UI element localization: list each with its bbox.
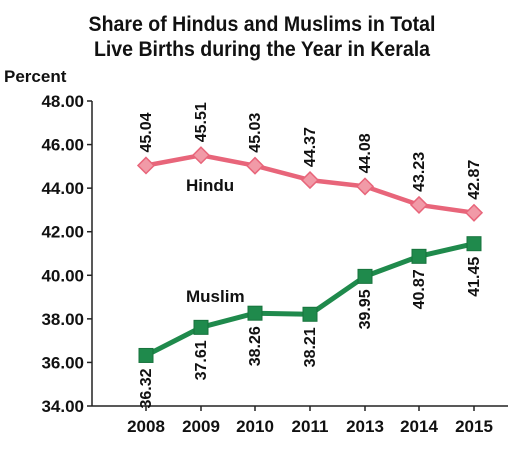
hindu-data-label: 44.08 bbox=[357, 133, 374, 173]
x-tick-label: 2011 bbox=[292, 417, 329, 436]
hindu-data-point bbox=[409, 195, 429, 214]
muslim-data-label: 39.95 bbox=[357, 289, 374, 329]
x-tick-label: 2014 bbox=[400, 417, 438, 436]
y-tick-label: 42.00 bbox=[41, 223, 84, 242]
muslim-data-point bbox=[138, 347, 154, 363]
y-tick-label: 40.00 bbox=[41, 266, 84, 285]
y-tick-label: 38.00 bbox=[41, 310, 84, 329]
muslim-data-label: 38.21 bbox=[302, 327, 319, 367]
y-axis-label: Percent bbox=[4, 67, 67, 86]
hindu-data-label: 43.23 bbox=[411, 152, 428, 192]
hindu-data-label: 42.87 bbox=[466, 160, 483, 200]
x-tick-label: 2008 bbox=[127, 417, 165, 436]
hindu-data-label: 45.04 bbox=[138, 112, 155, 152]
muslim-data-point bbox=[411, 248, 427, 264]
y-tick-label: 34.00 bbox=[41, 397, 84, 416]
muslim-data-label: 38.26 bbox=[247, 326, 264, 366]
muslim-data-point bbox=[302, 306, 318, 322]
muslim-data-point bbox=[247, 305, 263, 321]
hindu-data-point bbox=[355, 177, 375, 196]
hindu-series-label: Hindu bbox=[186, 176, 234, 195]
x-tick-label: 2013 bbox=[346, 417, 384, 436]
hindu-data-label: 45.51 bbox=[193, 102, 210, 142]
hindu-data-point bbox=[300, 171, 320, 190]
chart-title: Share of Hindus and Muslims in Total Liv… bbox=[18, 12, 505, 62]
chart-title-line-2: Live Births during the Year in Kerala bbox=[93, 38, 431, 61]
chart-title-line-1: Share of Hindus and Muslims in Total bbox=[88, 13, 436, 36]
x-tick-label: 2010 bbox=[236, 417, 274, 436]
muslim-data-label: 41.45 bbox=[466, 257, 483, 297]
muslim-data-point bbox=[193, 319, 209, 335]
muslim-series-label: Muslim bbox=[186, 287, 245, 306]
hindu-data-label: 45.03 bbox=[247, 113, 264, 153]
y-tick-label: 44.00 bbox=[41, 179, 84, 198]
x-tick-label: 2009 bbox=[182, 417, 220, 436]
muslim-data-label: 36.32 bbox=[138, 368, 155, 408]
muslim-data-point bbox=[357, 268, 373, 284]
y-tick-label: 46.00 bbox=[41, 136, 84, 155]
x-tick-label: 2015 bbox=[455, 417, 493, 436]
muslim-data-label: 37.61 bbox=[193, 340, 210, 380]
y-tick-label: 36.00 bbox=[41, 353, 84, 372]
hindu-data-point bbox=[191, 146, 211, 165]
y-tick-label: 48.00 bbox=[41, 92, 84, 111]
muslim-data-label: 40.87 bbox=[411, 269, 428, 309]
hindu-data-label: 44.37 bbox=[302, 127, 319, 167]
hindu-data-point bbox=[136, 156, 156, 175]
muslim-data-point bbox=[466, 236, 482, 252]
hindu-data-point bbox=[464, 203, 484, 222]
hindu-data-point bbox=[245, 156, 265, 175]
